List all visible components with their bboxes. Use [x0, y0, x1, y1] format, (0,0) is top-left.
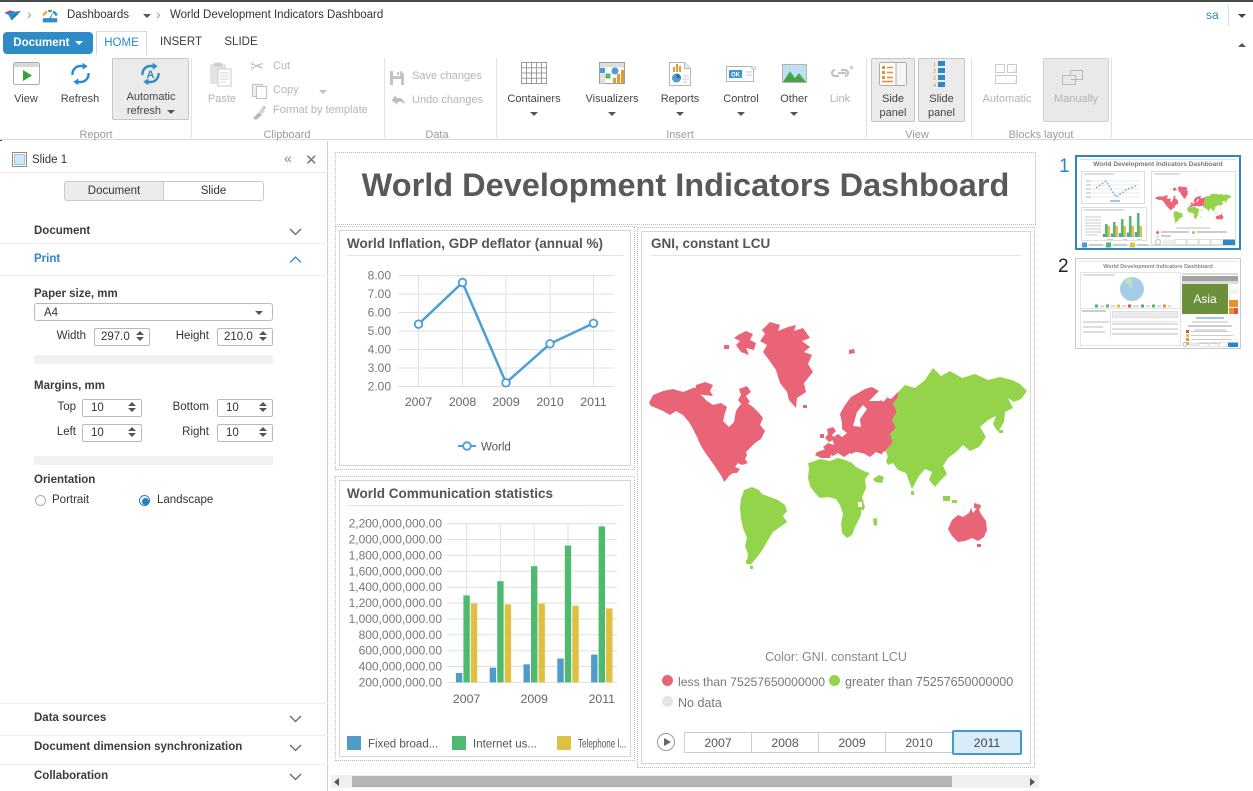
svg-text:5.00: 5.00 — [368, 324, 392, 338]
svg-text:2.00: 2.00 — [368, 380, 392, 394]
svg-text:3: 3 — [933, 76, 936, 82]
svg-text:A: A — [147, 69, 155, 81]
svg-text:2,000,000,000.00: 2,000,000,000.00 — [349, 533, 443, 547]
svg-text:7.00: 7.00 — [368, 287, 392, 301]
svg-text:World: World — [481, 442, 511, 454]
svg-text:2008: 2008 — [449, 395, 477, 409]
svg-text:Telephone l...: Telephone l... — [578, 739, 626, 751]
svg-text:1,800,000,000.00: 1,800,000,000.00 — [349, 548, 443, 562]
svg-text:1: 1 — [933, 62, 936, 68]
svg-text:2007: 2007 — [453, 692, 481, 706]
svg-text:3.00: 3.00 — [368, 361, 392, 375]
svg-text:4.00: 4.00 — [368, 343, 392, 357]
svg-text:200,000,000.00: 200,000,000.00 — [359, 675, 443, 689]
svg-text:4: 4 — [933, 83, 936, 88]
svg-text:6.00: 6.00 — [368, 306, 392, 320]
svg-text:Internet us...: Internet us... — [473, 739, 537, 751]
svg-text:1,400,000,000.00: 1,400,000,000.00 — [349, 580, 443, 594]
svg-text:1,000,000,000.00: 1,000,000,000.00 — [349, 612, 443, 626]
svg-text:OK: OK — [731, 73, 741, 79]
svg-text:Fixed broad...: Fixed broad... — [368, 739, 438, 751]
svg-text:600,000,000.00: 600,000,000.00 — [359, 644, 443, 658]
svg-text:2,200,000,000.00: 2,200,000,000.00 — [349, 517, 443, 531]
svg-text:2: 2 — [933, 69, 936, 75]
svg-text:800,000,000.00: 800,000,000.00 — [359, 628, 443, 642]
svg-text:2007: 2007 — [405, 395, 433, 409]
svg-text:400,000,000.00: 400,000,000.00 — [359, 660, 443, 674]
svg-text:1,200,000,000.00: 1,200,000,000.00 — [349, 596, 443, 610]
svg-text:2011: 2011 — [589, 692, 616, 706]
svg-text:2011: 2011 — [580, 395, 607, 409]
svg-text:2009: 2009 — [521, 692, 549, 706]
svg-text:2009: 2009 — [492, 395, 520, 409]
svg-text:1,600,000,000.00: 1,600,000,000.00 — [349, 564, 443, 578]
svg-text:8.00: 8.00 — [368, 269, 392, 283]
svg-text:2010: 2010 — [536, 395, 564, 409]
